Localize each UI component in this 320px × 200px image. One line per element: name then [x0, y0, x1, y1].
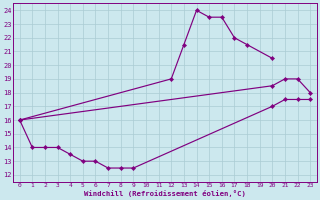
- X-axis label: Windchill (Refroidissement éolien,°C): Windchill (Refroidissement éolien,°C): [84, 190, 246, 197]
